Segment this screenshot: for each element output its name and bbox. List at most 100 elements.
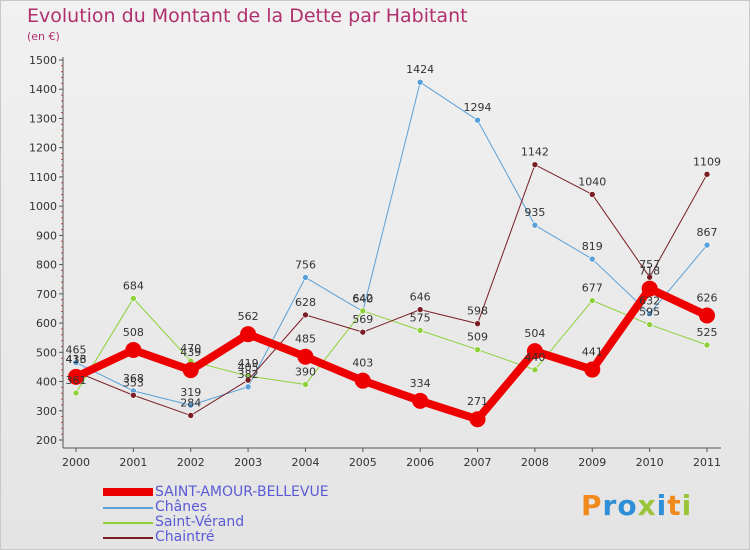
data-point: [526, 343, 543, 360]
data-label: 504: [524, 327, 545, 340]
series-line-3: [75, 164, 708, 416]
data-point: [302, 381, 309, 388]
y-tick-label: 500: [36, 346, 57, 359]
x-tick-label: 2011: [693, 456, 721, 469]
data-point: [416, 327, 424, 334]
data-label: 353: [123, 376, 144, 389]
data-label: 509: [467, 331, 488, 344]
x-tick-label: 2002: [177, 456, 205, 469]
y-tick-label: 1500: [29, 54, 57, 67]
data-label: 677: [582, 282, 603, 295]
x-tick-label: 2003: [234, 456, 262, 469]
x-tick-label: 2004: [291, 456, 319, 469]
data-label: 575: [410, 311, 431, 324]
proxiti-logo: Proxiti: [581, 489, 693, 522]
data-point: [531, 161, 539, 168]
data-point: [130, 391, 137, 399]
data-point: [416, 306, 424, 313]
y-tick-label: 1300: [29, 112, 57, 125]
data-label: 271: [467, 395, 488, 408]
data-point: [125, 341, 142, 358]
data-point: [588, 191, 596, 198]
data-label: 640: [352, 292, 373, 305]
data-point: [699, 307, 715, 324]
data-label: 361: [66, 374, 87, 387]
data-label: 562: [238, 310, 259, 323]
data-point: [469, 411, 486, 428]
data-label: 439: [180, 346, 201, 359]
legend-label: Chaintré: [155, 529, 215, 545]
data-label: 419: [238, 357, 259, 370]
x-tick-label: 2007: [464, 456, 492, 469]
data-point: [359, 307, 367, 315]
data-point: [302, 311, 309, 319]
data-point: [68, 368, 84, 385]
y-tick-label: 300: [36, 405, 57, 418]
data-point: [187, 412, 195, 419]
legend-label: Chânes: [155, 499, 208, 515]
data-label: 642: [352, 292, 373, 305]
data-label: 626: [697, 291, 718, 304]
data-label: 595: [639, 306, 660, 319]
data-label: 382: [238, 368, 259, 381]
y-tick-label: 600: [36, 317, 57, 330]
data-point: [703, 170, 711, 178]
data-label: 598: [467, 305, 488, 318]
data-label: 440: [524, 351, 545, 364]
data-label: 1294: [464, 101, 492, 114]
data-point: [474, 346, 481, 353]
data-label: 1109: [693, 155, 721, 168]
x-tick-label: 2009: [578, 456, 606, 469]
data-label: 368: [123, 372, 144, 385]
y-tick-label: 1200: [29, 142, 57, 155]
data-point: [588, 255, 596, 263]
data-label: 646: [410, 291, 431, 304]
legend-swatch: [103, 537, 153, 539]
data-label: 433: [66, 353, 87, 366]
x-tick-label: 2010: [636, 456, 664, 469]
data-point: [646, 321, 653, 328]
data-point: [531, 221, 539, 229]
data-point: [297, 348, 314, 365]
data-point: [641, 280, 658, 297]
data-label: 757: [639, 258, 660, 271]
data-point: [354, 372, 371, 389]
y-tick-label: 200: [36, 434, 57, 447]
data-point: [646, 273, 653, 281]
legend-swatch: [103, 507, 153, 509]
data-label: 819: [582, 240, 603, 253]
data-point: [72, 359, 80, 366]
data-point: [703, 341, 711, 349]
data-label: 284: [180, 396, 201, 409]
data-label: 390: [295, 365, 316, 378]
data-label: 569: [352, 313, 373, 326]
data-label: 465: [66, 344, 87, 357]
x-tick-label: 2001: [119, 456, 147, 469]
data-point: [130, 295, 137, 302]
data-label: 756: [295, 258, 316, 271]
data-label: 416: [66, 353, 87, 366]
data-point: [182, 362, 199, 379]
legend-label: Saint-Vérand: [155, 514, 245, 530]
data-point: [359, 328, 367, 336]
y-tick-label: 700: [36, 288, 57, 301]
y-tick-label: 1000: [29, 200, 57, 213]
data-point: [531, 366, 539, 374]
data-label: 525: [697, 326, 718, 339]
data-label: 628: [295, 296, 316, 309]
data-label: 867: [697, 226, 718, 239]
series-line-1: [75, 81, 708, 406]
data-point: [588, 297, 596, 304]
x-tick-label: 2008: [521, 456, 549, 469]
data-label: 718: [639, 265, 660, 278]
data-label: 405: [238, 361, 259, 374]
data-point: [416, 78, 424, 86]
legend-swatch: [103, 488, 153, 496]
data-point: [474, 116, 481, 124]
data-point: [244, 383, 252, 391]
data-label: 334: [410, 377, 431, 390]
data-point: [244, 376, 252, 384]
data-point: [646, 310, 653, 318]
